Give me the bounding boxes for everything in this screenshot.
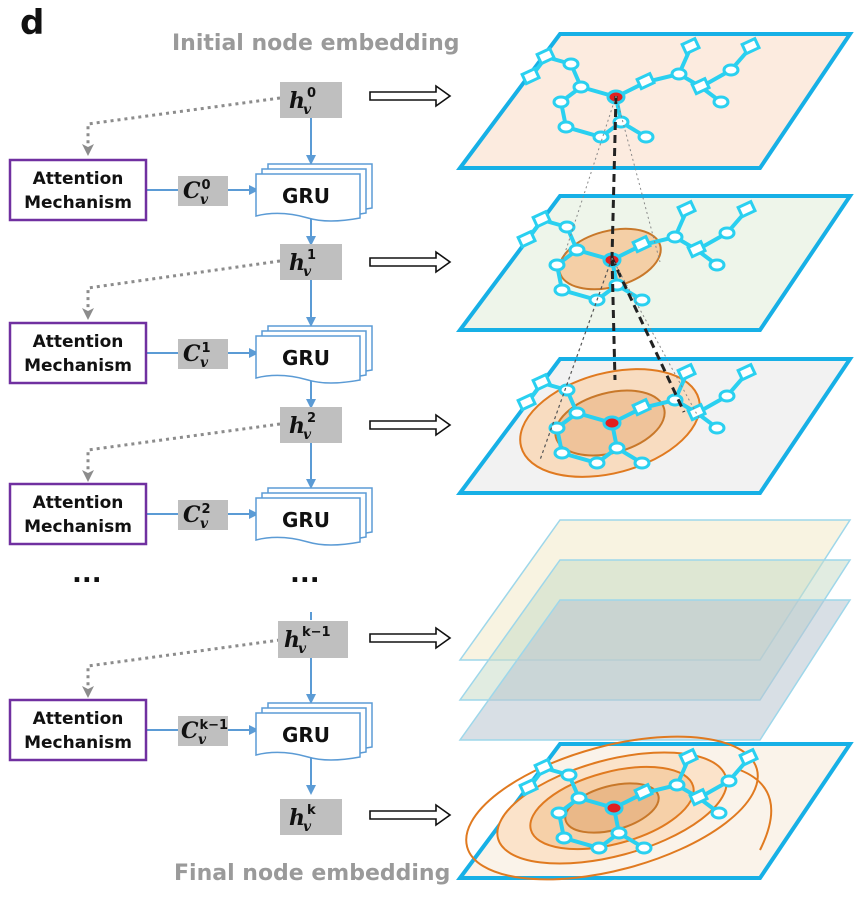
dotted-arrow-h0 xyxy=(82,96,281,156)
hollow-arrow-k xyxy=(369,804,451,826)
dotted-arrows xyxy=(82,96,281,698)
context-box-0: C0 v xyxy=(178,176,228,208)
attention-label-line1: Attention xyxy=(33,709,124,729)
hidden-superscript: 0 xyxy=(307,86,316,101)
hidden-superscript: k xyxy=(307,803,316,818)
context-subscript: v xyxy=(200,192,209,208)
gru-box-k: GRU xyxy=(255,702,373,761)
svg-text:hk−1: h k−1 xyxy=(284,625,331,653)
flow-arrows xyxy=(146,118,316,795)
attention-label-line2: Mechanism xyxy=(24,356,132,376)
dotted-arrow-hk1 xyxy=(82,638,281,698)
gru-label: GRU xyxy=(282,184,330,208)
svg-text:C0: C0 xyxy=(183,178,211,204)
ellipsis-left: ... xyxy=(72,559,102,589)
context-symbol: C xyxy=(183,341,201,367)
context-symbol: C xyxy=(181,718,199,744)
layer-plane-0 xyxy=(456,32,854,170)
context-subscript: v xyxy=(200,516,209,532)
context-box-1: C1 v xyxy=(178,339,228,371)
context-superscript: 0 xyxy=(202,178,211,193)
attention-label-line2: Mechanism xyxy=(24,517,132,537)
projection-lines xyxy=(539,95,701,461)
attention-label-line2: Mechanism xyxy=(24,733,132,753)
caption-initial: Initial node embedding xyxy=(172,31,460,56)
layer-plane-1 xyxy=(456,194,854,332)
layer-plane-k xyxy=(456,735,854,881)
gru-box-1: GRU xyxy=(255,325,373,384)
dotted-arrow-h1 xyxy=(82,259,281,320)
hidden-superscript: k−1 xyxy=(302,625,331,640)
context-subscript: v xyxy=(200,355,209,371)
hidden-symbol: h xyxy=(284,627,300,653)
svg-text:h0: h0 xyxy=(289,86,316,114)
attention-label-line1: Attention xyxy=(33,493,124,513)
gru-box-2: GRU xyxy=(255,487,373,546)
hollow-arrow-k-1 xyxy=(369,627,451,649)
hidden-superscript: 1 xyxy=(307,248,316,263)
layer-plane-2 xyxy=(456,357,854,495)
svg-text:C2: C2 xyxy=(183,502,211,528)
svg-text:hk: hk xyxy=(289,803,316,831)
attention-label-line1: Attention xyxy=(33,169,124,189)
hollow-arrow-2 xyxy=(369,414,451,436)
hollow-arrow-1 xyxy=(369,251,451,273)
attention-label-line2: Mechanism xyxy=(24,193,132,213)
svg-text:h2: h2 xyxy=(289,411,316,439)
context-superscript: 2 xyxy=(202,502,211,517)
hidden-superscript: 2 xyxy=(307,411,316,426)
attention-label-line1: Attention xyxy=(33,332,124,352)
hidden-state-k-1: h k−1 v xyxy=(278,621,348,658)
hidden-subscript: v xyxy=(303,264,312,280)
svg-text:h1: h1 xyxy=(289,248,316,276)
svg-text:C1: C1 xyxy=(183,341,211,367)
context-box-k: Ck−1 v xyxy=(178,716,228,748)
hidden-subscript: v xyxy=(303,819,312,835)
context-symbol: C xyxy=(183,178,201,204)
attention-box-2: Attention Mechanism xyxy=(8,482,148,546)
context-symbol: C xyxy=(183,502,201,528)
gru-box-0: GRU xyxy=(255,163,373,222)
gru-label: GRU xyxy=(282,346,330,370)
panel-letter: d xyxy=(20,3,44,43)
hidden-subscript: v xyxy=(298,641,307,657)
context-superscript: k−1 xyxy=(200,718,229,733)
hidden-symbol: h xyxy=(289,413,305,439)
context-box-2: C2 v xyxy=(178,500,228,532)
hollow-arrow-0 xyxy=(369,85,451,107)
hidden-symbol: h xyxy=(289,805,305,831)
attention-box-0: Attention Mechanism xyxy=(8,158,148,222)
svg-text:Ck−1: Ck−1 xyxy=(181,718,228,744)
hidden-subscript: v xyxy=(303,427,312,443)
context-subscript: v xyxy=(198,732,207,748)
dotted-arrow-h2 xyxy=(82,422,281,482)
hidden-symbol: h xyxy=(289,88,305,114)
caption-final: Final node embedding xyxy=(174,861,450,886)
attention-box-1: Attention Mechanism xyxy=(8,321,148,385)
gru-label: GRU xyxy=(282,508,330,532)
hidden-symbol: h xyxy=(289,250,305,276)
hidden-subscript: v xyxy=(303,102,312,118)
gru-label: GRU xyxy=(282,723,330,747)
attention-box-k: Attention Mechanism xyxy=(8,698,148,762)
intermediate-layers xyxy=(458,519,852,741)
ellipsis-center: ... xyxy=(290,559,320,589)
context-superscript: 1 xyxy=(202,341,211,356)
